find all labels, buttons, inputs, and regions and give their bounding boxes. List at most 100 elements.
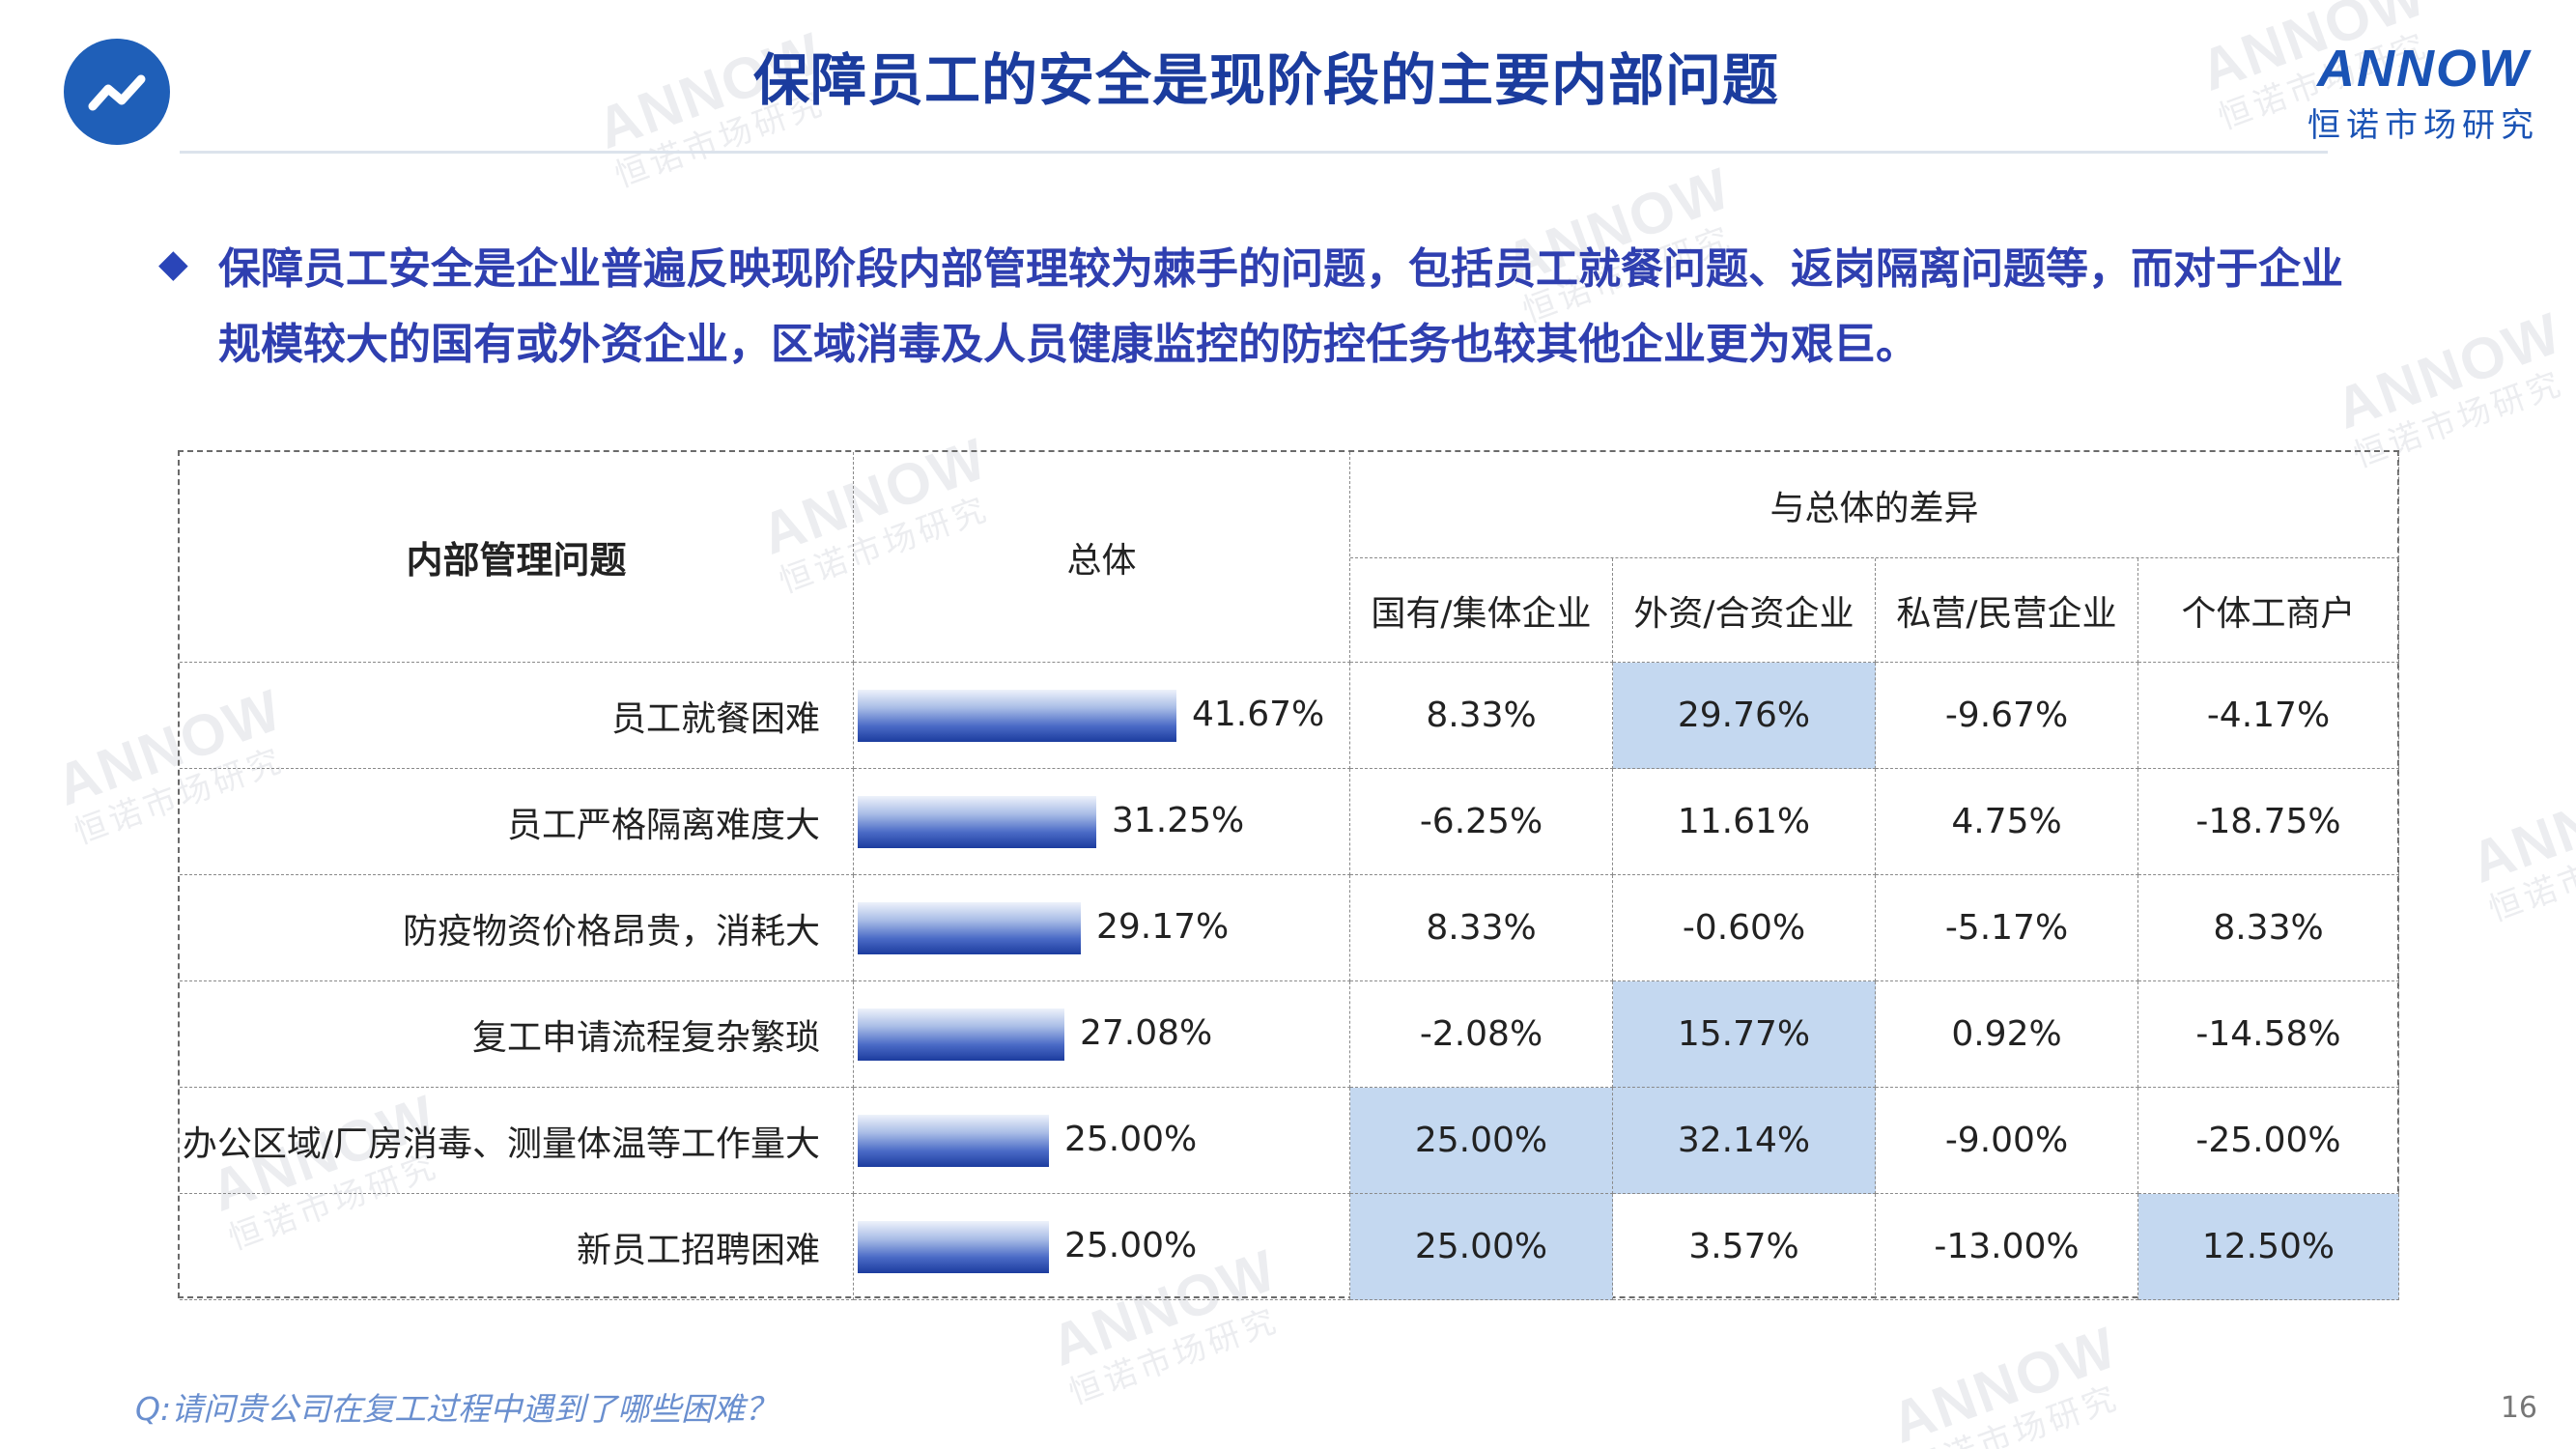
- row-label-text: 办公区域/厂房消毒、测量体温等工作量大: [182, 1123, 820, 1164]
- diff-cell-text: -6.25%: [1419, 802, 1543, 841]
- diff-cell-text: 4.75%: [1951, 802, 2062, 841]
- header-subcol: 个体工商户: [2138, 558, 2399, 663]
- watermark: ANNOW 恒诺市场研究: [2462, 753, 2576, 930]
- diff-cell: -18.75%: [2138, 769, 2399, 875]
- diff-cell: -0.60%: [1613, 875, 1876, 981]
- diff-cell: 29.76%: [1613, 663, 1876, 769]
- diff-cell-text: 0.92%: [1951, 1014, 2062, 1054]
- trend-line-icon: [64, 39, 170, 145]
- diff-cell-text: 15.77%: [1677, 1014, 1811, 1054]
- diff-cell: -6.25%: [1350, 769, 1613, 875]
- summary-line-2: 规模较大的国有或外资企业，区域消毒及人员健康监控的防控任务也较其他企业更为艰巨。: [218, 320, 1918, 369]
- row-total: 25.00%: [854, 1088, 1350, 1194]
- total-bar: [858, 1221, 1049, 1273]
- total-value-label: 41.67%: [1192, 695, 1325, 734]
- diff-cell-text: 32.14%: [1677, 1121, 1811, 1160]
- page-number: 16: [2500, 1391, 2537, 1425]
- diff-cell-text: 25.00%: [1414, 1227, 1548, 1266]
- diff-cell: -4.17%: [2138, 663, 2399, 769]
- diff-cell-text: -0.60%: [1682, 908, 1806, 948]
- diff-cell: 11.61%: [1613, 769, 1876, 875]
- diff-cell-text: 3.57%: [1688, 1227, 1799, 1266]
- header-issue: 内部管理问题: [180, 452, 854, 663]
- issues-table: 内部管理问题 总体 与总体的差异国有/集体企业 外资/合资企业 私营/民营企业 个体工商户…: [178, 450, 2399, 1300]
- survey-question: Q:请问贵公司在复工过程中遇到了哪些困难？: [135, 1390, 778, 1428]
- row-total: 31.25%: [854, 769, 1350, 875]
- row-label: 新员工招聘困难: [180, 1194, 854, 1300]
- header-subcol: 私营/民营企业: [1876, 558, 2138, 663]
- diff-cell: -5.17%: [1876, 875, 2138, 981]
- row-label: 复工申请流程复杂繁琐: [180, 981, 854, 1088]
- row-total: 29.17%: [854, 875, 1350, 981]
- diff-cell-text: -14.58%: [2195, 1014, 2341, 1054]
- diff-cell-text: 29.76%: [1677, 696, 1811, 735]
- diff-cell-text: -13.00%: [1934, 1227, 2080, 1266]
- header-subcol-text: 国有/集体企业: [1371, 593, 1592, 634]
- row-label: 办公区域/厂房消毒、测量体温等工作量大: [180, 1088, 854, 1194]
- header-issue-text: 内部管理问题: [406, 539, 627, 582]
- diff-cell-text: -5.17%: [1944, 908, 2069, 948]
- row-label-text: 新员工招聘困难: [576, 1230, 820, 1270]
- diff-cell: 8.33%: [2138, 875, 2399, 981]
- diff-cell-text: -9.67%: [1944, 696, 2069, 735]
- diff-cell: -14.58%: [2138, 981, 2399, 1088]
- header-subcol: 外资/合资企业: [1613, 558, 1876, 663]
- diff-cell: 4.75%: [1876, 769, 2138, 875]
- row-total: 41.67%: [854, 663, 1350, 769]
- header-total-text: 总体: [1066, 540, 1137, 581]
- diff-cell: -13.00%: [1876, 1194, 2138, 1300]
- diff-cell: 15.77%: [1613, 981, 1876, 1088]
- row-label-text: 员工就餐困难: [610, 698, 820, 739]
- total-bar: [858, 1009, 1064, 1061]
- diff-cell: 32.14%: [1613, 1088, 1876, 1194]
- header-subcol: 国有/集体企业: [1350, 558, 1613, 663]
- header-subcol-text: 私营/民营企业: [1896, 593, 2117, 634]
- row-label-text: 复工申请流程复杂繁琐: [471, 1017, 820, 1058]
- summary-text: 保障员工安全是企业普遍反映现阶段内部管理较为棘手的问题，包括员工就餐问题、返岗隔…: [218, 232, 2401, 383]
- brand-logo: ANNOW 恒诺市场研究: [2307, 43, 2539, 146]
- diff-cell-text: 12.50%: [2201, 1227, 2335, 1266]
- row-label-text: 员工严格隔离难度大: [506, 805, 820, 845]
- diff-cell-text: -18.75%: [2195, 802, 2341, 841]
- diff-cell: 25.00%: [1350, 1194, 1613, 1300]
- diff-cell: -25.00%: [2138, 1088, 2399, 1194]
- header-subcol-text: 个体工商户: [2181, 593, 2356, 634]
- row-total: 27.08%: [854, 981, 1350, 1088]
- total-bar: [858, 796, 1096, 848]
- diff-cell-text: -9.00%: [1944, 1121, 2069, 1160]
- total-value-label: 31.25%: [1112, 801, 1245, 840]
- diff-cell: -2.08%: [1350, 981, 1613, 1088]
- total-bar: [858, 1115, 1049, 1167]
- diff-cell: -9.67%: [1876, 663, 2138, 769]
- header-diff-group-text: 与总体的差异: [1769, 488, 1979, 528]
- watermark: ANNOW 恒诺市场研究: [1882, 1314, 2126, 1449]
- header-total: 总体: [854, 452, 1350, 663]
- diff-cell-text: 25.00%: [1414, 1121, 1548, 1160]
- total-bar: [858, 902, 1081, 954]
- row-label: 员工严格隔离难度大: [180, 769, 854, 875]
- diff-cell: 25.00%: [1350, 1088, 1613, 1194]
- diff-cell: 8.33%: [1350, 875, 1613, 981]
- header-subcol-text: 外资/合资企业: [1633, 593, 1854, 634]
- total-bar: [858, 690, 1176, 742]
- diff-cell-text: 8.33%: [1426, 908, 1537, 948]
- diff-cell: -9.00%: [1876, 1088, 2138, 1194]
- diff-cell: 3.57%: [1613, 1194, 1876, 1300]
- diamond-bullet-icon: ◆: [158, 242, 188, 286]
- total-value-label: 27.08%: [1080, 1013, 1213, 1053]
- row-label: 防疫物资价格昂贵，消耗大: [180, 875, 854, 981]
- diff-cell-text: 8.33%: [2213, 908, 2324, 948]
- page-title: 保障员工的安全是现阶段的主要内部问题: [753, 47, 1780, 113]
- row-label-text: 防疫物资价格昂贵，消耗大: [402, 911, 820, 952]
- total-value-label: 29.17%: [1096, 907, 1230, 947]
- diff-cell: 0.92%: [1876, 981, 2138, 1088]
- diff-cell-text: 11.61%: [1677, 802, 1811, 841]
- diff-cell: 8.33%: [1350, 663, 1613, 769]
- diff-cell-text: -4.17%: [2206, 696, 2331, 735]
- row-label: 员工就餐困难: [180, 663, 854, 769]
- total-value-label: 25.00%: [1064, 1120, 1198, 1159]
- header-divider: [180, 151, 2328, 154]
- row-total: 25.00%: [854, 1194, 1350, 1300]
- summary-line-1: 保障员工安全是企业普遍反映现阶段内部管理较为棘手的问题，包括员工就餐问题、返岗隔…: [218, 244, 2343, 294]
- diff-cell: 12.50%: [2138, 1194, 2399, 1300]
